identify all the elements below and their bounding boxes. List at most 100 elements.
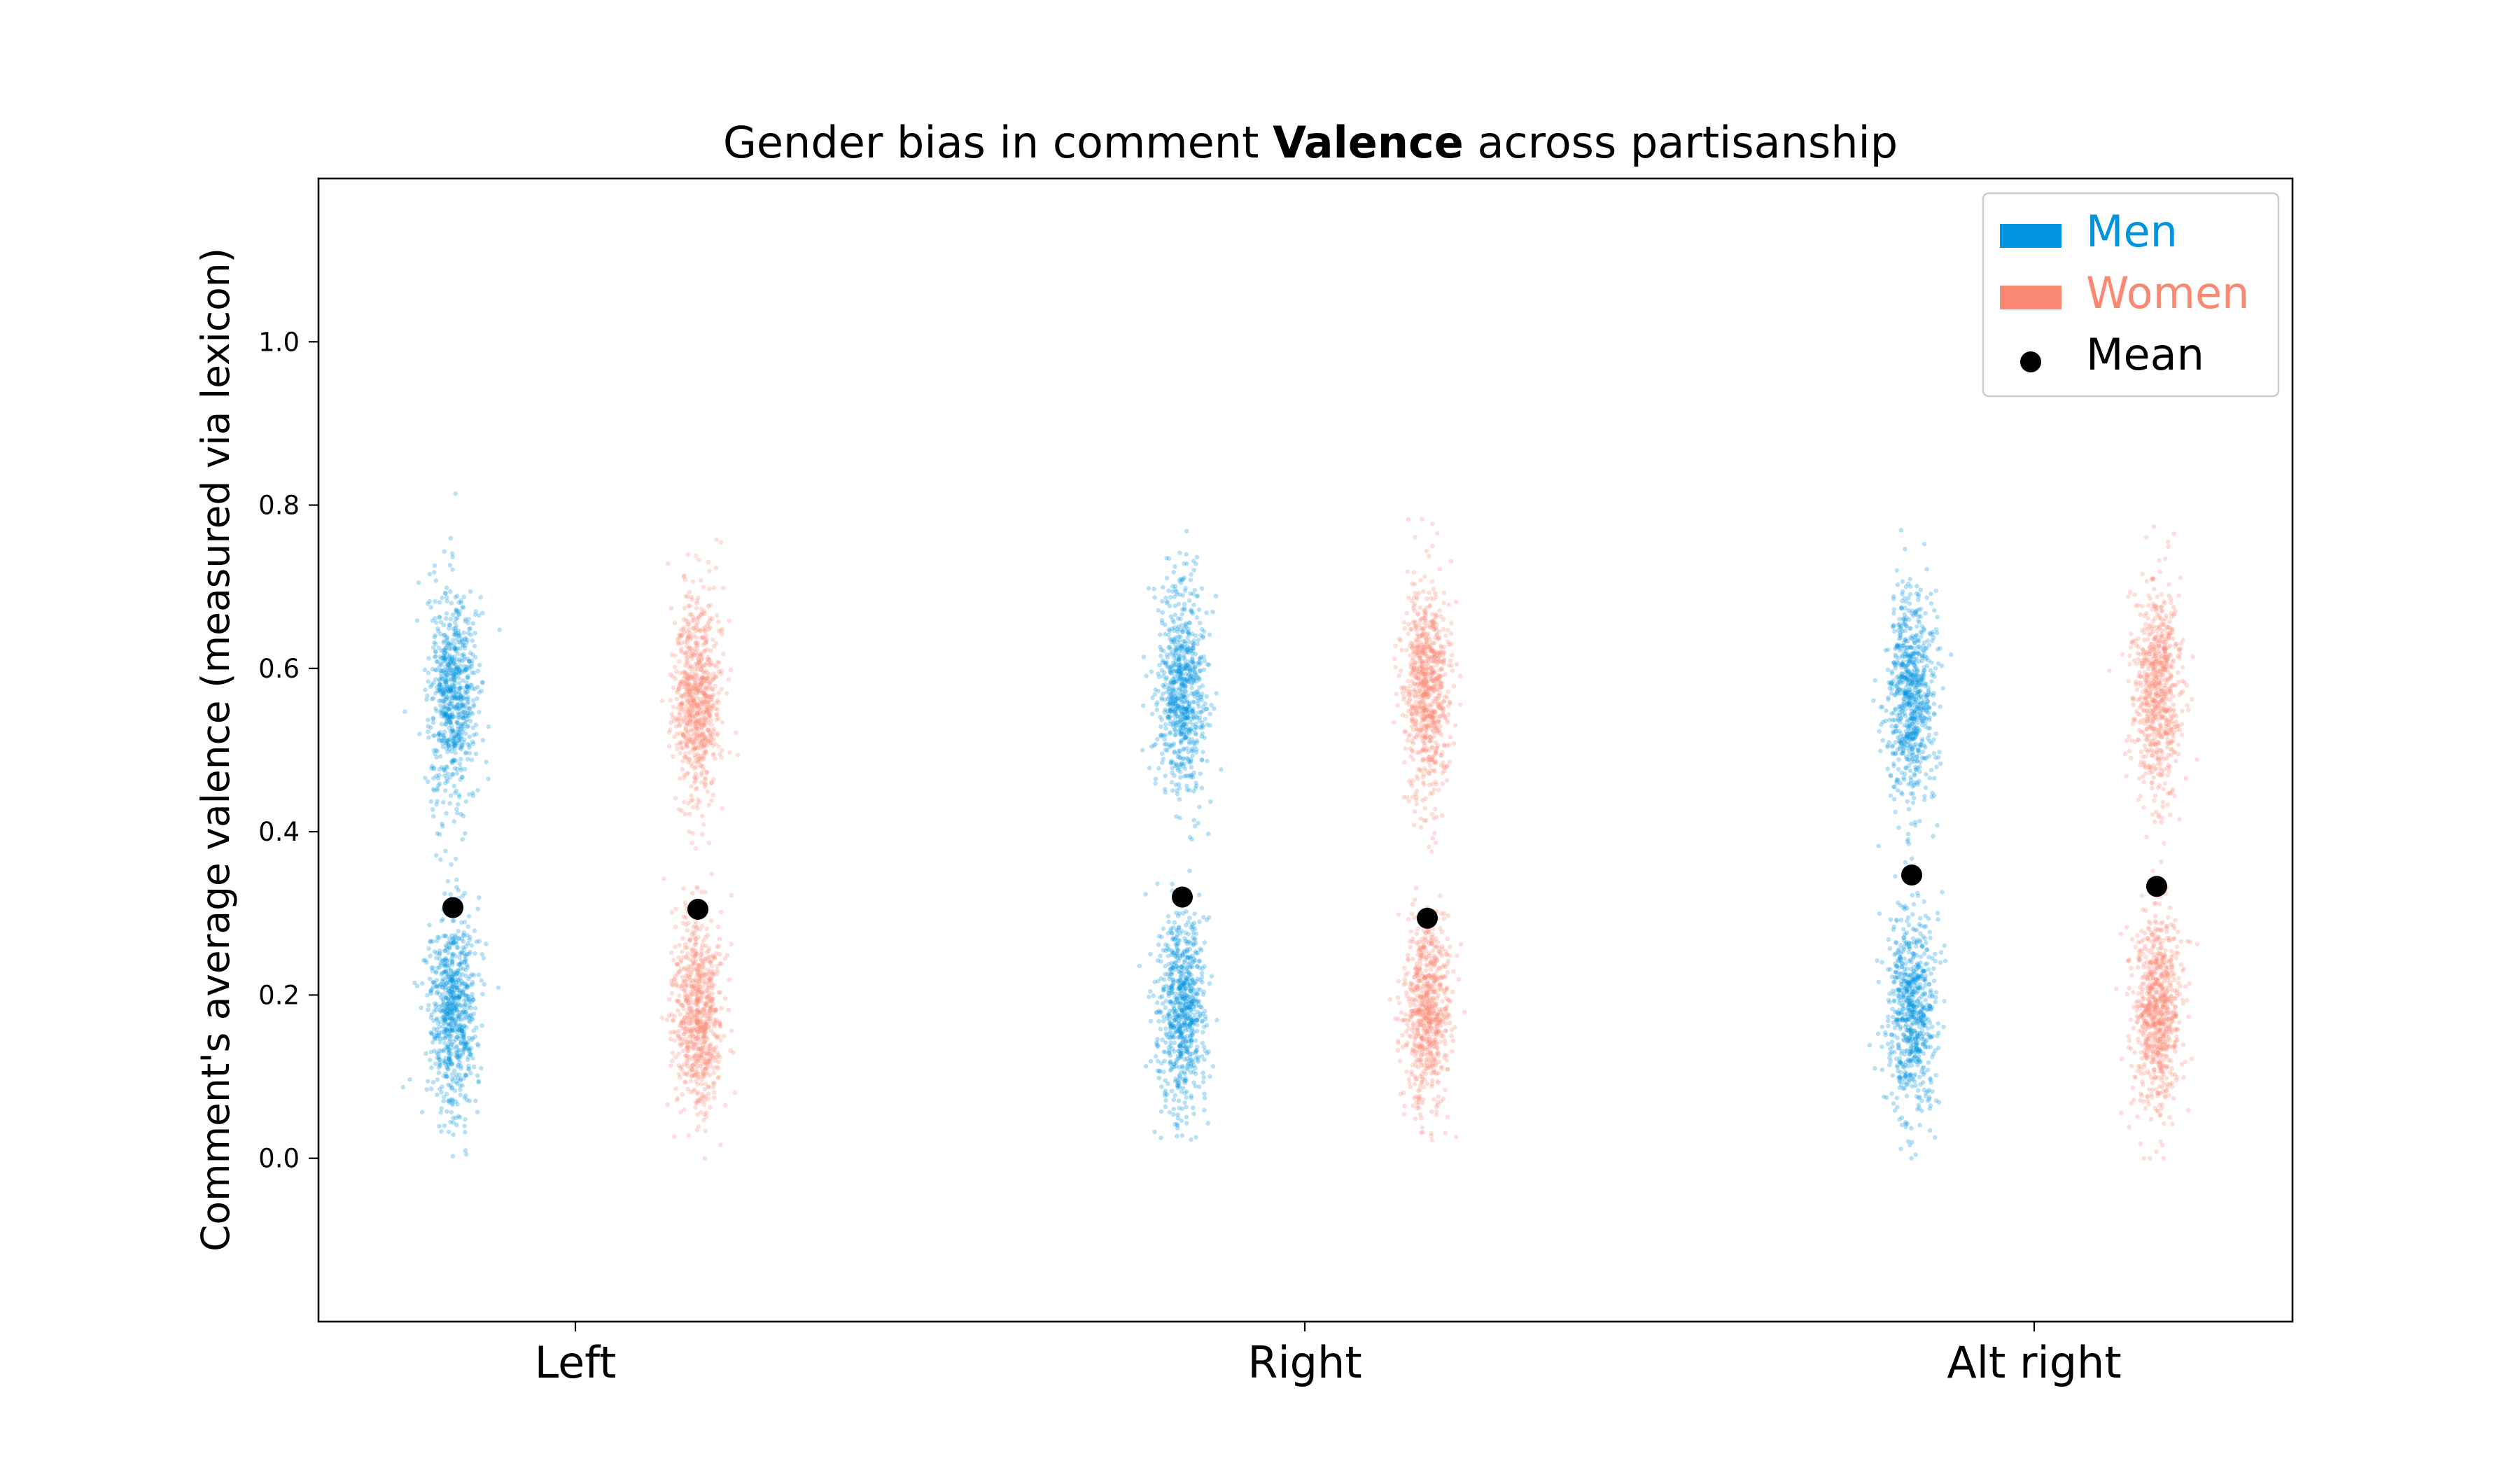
scatter-point	[1191, 678, 1196, 683]
scatter-point	[1186, 598, 1192, 603]
scatter-point	[461, 1076, 466, 1081]
scatter-point	[440, 690, 446, 695]
scatter-point	[1931, 701, 1937, 706]
scatter-point	[1196, 607, 1202, 612]
scatter-point	[442, 1017, 447, 1022]
scatter-point	[460, 775, 465, 780]
scatter-point	[471, 732, 477, 738]
scatter-point	[1894, 918, 1899, 923]
scatter-point	[1900, 579, 1905, 584]
scatter-point	[476, 1079, 481, 1085]
scatter-point	[1884, 708, 1889, 713]
scatter-point	[1144, 673, 1149, 678]
scatter-point	[1194, 722, 1198, 727]
scatter-point	[1910, 800, 1916, 806]
scatter-point	[1888, 967, 1893, 972]
scatter-point	[1190, 611, 1196, 616]
scatter-point	[1200, 1040, 1205, 1046]
scatter-point	[439, 713, 444, 719]
scatter-point	[437, 682, 442, 687]
scatter-point	[673, 906, 678, 911]
scatter-point	[476, 1079, 482, 1084]
scatter-point	[1176, 1083, 1181, 1088]
scatter-point	[1191, 692, 1196, 696]
scatter-point	[1924, 595, 1929, 601]
scatter-point	[451, 674, 457, 679]
scatter-point	[447, 689, 452, 694]
scatter-point	[1141, 654, 1147, 659]
scatter-point	[1175, 1133, 1180, 1139]
scatter-point	[437, 688, 442, 693]
scatter-point	[449, 1042, 454, 1047]
scatter-point	[426, 1079, 430, 1084]
scatter-point	[1905, 799, 1910, 804]
scatter-point	[1180, 993, 1185, 999]
scatter-point	[1184, 1121, 1189, 1126]
scatter-point	[450, 972, 455, 977]
scatter-point	[451, 687, 456, 693]
scatter-point	[444, 738, 449, 743]
scatter-point	[442, 655, 448, 660]
scatter-point	[424, 1051, 428, 1056]
scatter-point	[464, 690, 469, 695]
scatter-point	[451, 1011, 456, 1016]
scatter-point	[451, 1039, 456, 1044]
scatter-point	[430, 720, 436, 725]
scatter-point	[443, 648, 449, 653]
scatter-point	[470, 997, 476, 1002]
scatter-point	[438, 960, 443, 966]
scatter-point	[448, 536, 454, 541]
scatter-point	[463, 1042, 469, 1046]
scatter-point	[448, 642, 453, 648]
scatter-point	[443, 968, 449, 974]
scatter-point	[442, 632, 447, 638]
scatter-point	[1177, 638, 1182, 643]
scatter-point	[447, 701, 452, 706]
scatter-point	[460, 1083, 465, 1088]
scatter-point	[426, 679, 431, 684]
scatter-point	[449, 1061, 454, 1066]
scatter-point	[461, 724, 465, 729]
scatter-point	[458, 1028, 464, 1033]
scatter-point	[441, 1049, 447, 1054]
scatter-point	[463, 637, 468, 642]
scatter-point	[1886, 695, 1891, 700]
scatter-point	[449, 710, 455, 716]
scatter-points	[400, 491, 2200, 1161]
scatter-point	[462, 1016, 467, 1021]
scatter-point	[432, 980, 438, 986]
scatter-point	[1929, 1024, 1935, 1030]
scatter-point	[1184, 1065, 1189, 1071]
scatter-point	[438, 951, 442, 956]
scatter-point	[428, 1030, 433, 1035]
scatter-point	[1918, 760, 1923, 764]
scatter-point	[1893, 969, 1898, 975]
scatter-point	[447, 1028, 452, 1032]
scatter-point	[1877, 748, 1883, 754]
scatter-point	[443, 969, 449, 974]
scatter-point	[442, 713, 447, 718]
scatter-point	[441, 933, 446, 939]
scatter-point	[450, 612, 456, 617]
scatter-point	[1901, 935, 1907, 940]
scatter-point	[452, 1008, 458, 1013]
scatter-point	[456, 1056, 461, 1062]
scatter-point	[472, 951, 477, 956]
scatter-point	[451, 743, 456, 748]
scatter-point	[472, 671, 477, 676]
scatter-point	[1163, 1026, 1168, 1031]
scatter-point	[461, 657, 467, 662]
scatter-point	[457, 668, 463, 673]
scatter-point	[435, 1032, 440, 1038]
scatter-point	[436, 732, 441, 738]
scatter-point	[1926, 955, 1931, 960]
scatter-point	[450, 729, 456, 734]
scatter-point	[474, 939, 479, 944]
scatter-point	[486, 724, 491, 729]
scatter-point	[457, 761, 463, 766]
scatter-point	[1168, 1035, 1174, 1040]
scatter-point	[1897, 1011, 1902, 1016]
scatter-point	[1902, 710, 1907, 716]
scatter-point	[449, 956, 454, 961]
scatter-point	[454, 666, 459, 671]
